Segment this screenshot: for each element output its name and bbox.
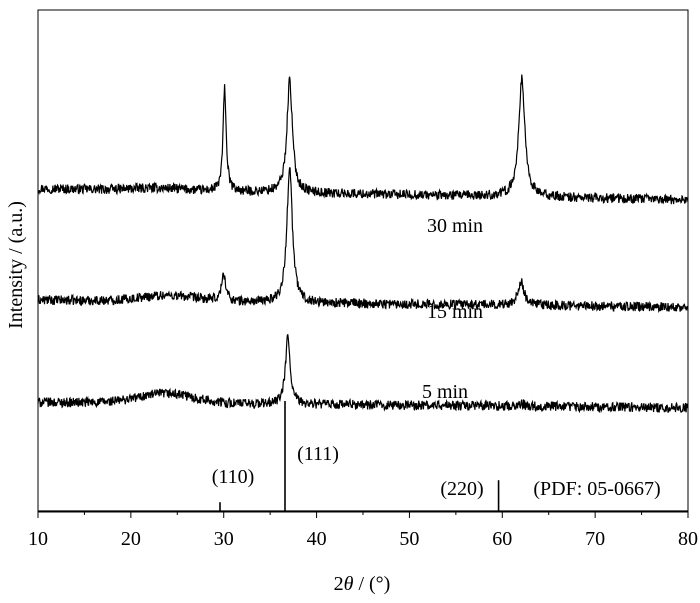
x-tick-label: 10 xyxy=(28,528,48,550)
reference-hkl-label: (110) xyxy=(212,466,255,488)
x-axis-label-variable: θ xyxy=(344,573,354,595)
series-label: 15 min xyxy=(427,301,483,323)
plot-border xyxy=(37,9,689,513)
x-axis-label-unit: / (°) xyxy=(353,573,390,595)
x-tick-label: 60 xyxy=(492,528,512,550)
reference-hkl-label: (220) xyxy=(440,478,483,500)
reference-pattern: (110) (111) (220) (PDF: 05-0667) xyxy=(38,401,688,512)
x-axis-label-prefix: 2 xyxy=(334,573,344,595)
x-tick-label: 40 xyxy=(307,528,327,550)
x-tick-label: 70 xyxy=(585,528,605,550)
x-axis: 10 20 30 40 50 60 70 80 xyxy=(28,511,698,550)
y-axis-label: Intensity / (a.u.) xyxy=(5,201,27,329)
x-tick-label: 20 xyxy=(121,528,141,550)
x-axis-label: 2θ / (°) xyxy=(334,573,391,595)
x-tick-label: 80 xyxy=(678,528,698,550)
series-line xyxy=(37,74,689,205)
reference-hkl-label: (111) xyxy=(297,443,339,465)
x-tick-label: 30 xyxy=(214,528,234,550)
series-line xyxy=(37,334,689,414)
series-line xyxy=(37,167,689,313)
plot-frame xyxy=(37,9,689,513)
series-label: 5 min xyxy=(422,381,468,403)
x-tick-label: 50 xyxy=(399,528,419,550)
series-layer: 30 min 15 min 5 min xyxy=(37,74,689,414)
series-label: 30 min xyxy=(427,215,483,237)
reference-pdf-label: (PDF: 05-0667) xyxy=(533,478,660,500)
